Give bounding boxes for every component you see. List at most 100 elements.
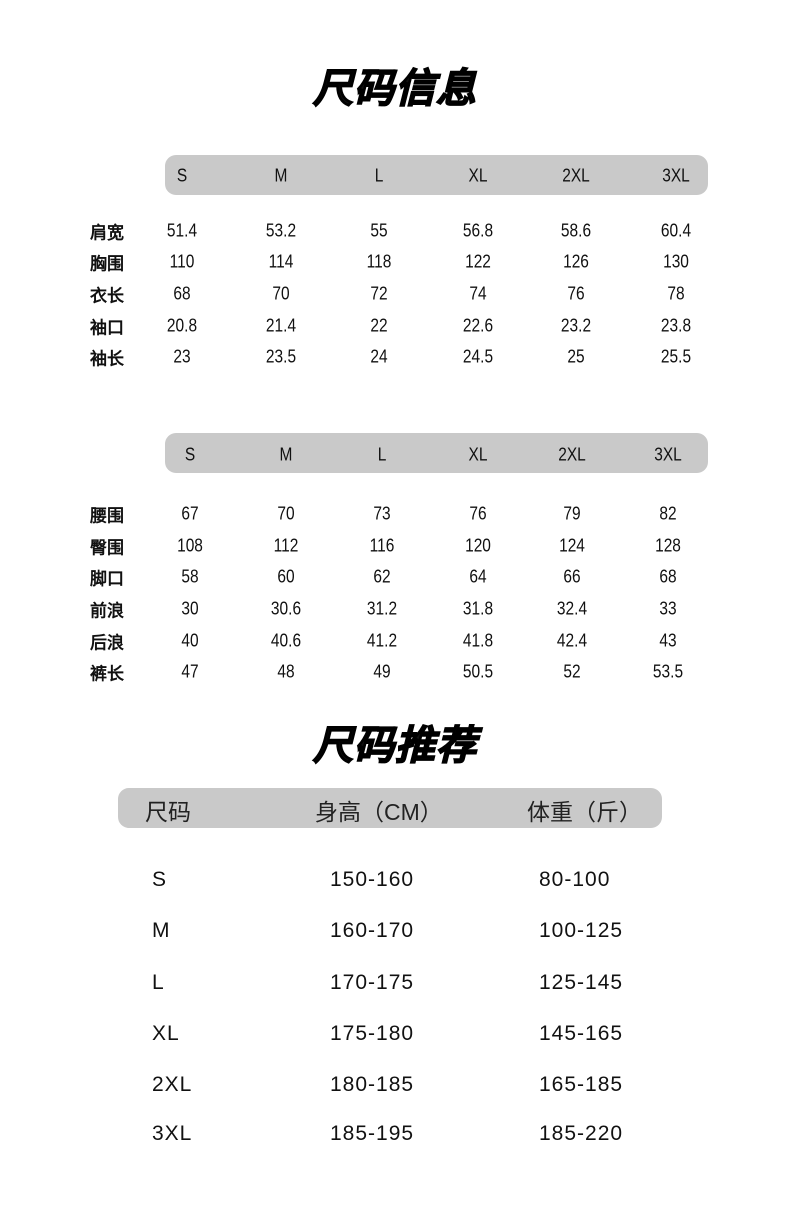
recommendation-cell: 185-195 — [330, 1122, 415, 1145]
recommendation-header-bar — [118, 788, 662, 828]
row-label: 衣长 — [90, 286, 124, 306]
table-cell: 114 — [268, 251, 294, 272]
table-cell: 73 — [373, 503, 391, 524]
row-label: 前浪 — [90, 601, 124, 621]
recommendation-cell: 2XL — [152, 1073, 193, 1096]
size-header: XL — [468, 165, 488, 186]
size-header: S — [184, 444, 196, 465]
table-cell: 31.2 — [366, 598, 398, 619]
table-cell: 41.2 — [366, 630, 398, 651]
table-cell: 40 — [181, 630, 199, 651]
size-header: S — [176, 165, 188, 186]
recommendation-cell: 160-170 — [330, 919, 415, 942]
table-cell: 55 — [370, 220, 388, 241]
size-header: 3XL — [662, 165, 690, 186]
table-cell: 118 — [366, 251, 392, 272]
table-cell: 48 — [277, 661, 295, 682]
table-cell: 52 — [563, 661, 581, 682]
recommendation-header: 尺码 — [145, 799, 191, 825]
size-info-title: 尺码信息 — [312, 66, 477, 112]
table-cell: 110 — [169, 251, 195, 272]
table-cell: 62 — [373, 566, 391, 587]
table-cell: 31.8 — [462, 598, 494, 619]
table-cell: 68 — [173, 283, 191, 304]
table-cell: 40.6 — [270, 630, 302, 651]
table-cell: 23.5 — [265, 346, 297, 367]
table-cell: 64 — [469, 566, 487, 587]
table-cell: 70 — [277, 503, 295, 524]
table-cell: 82 — [659, 503, 677, 524]
row-label: 袖长 — [90, 349, 124, 369]
table-cell: 56.8 — [462, 220, 494, 241]
size-header: M — [279, 444, 293, 465]
recommendation-cell: 185-220 — [539, 1122, 624, 1145]
table-cell: 70 — [272, 283, 290, 304]
table-cell: 67 — [181, 503, 199, 524]
table-cell: 78 — [667, 283, 685, 304]
table-cell: 42.4 — [556, 630, 588, 651]
bottom-table-header-bar — [165, 433, 708, 473]
top-table-header-bar — [165, 155, 708, 195]
recommendation-cell: 180-185 — [330, 1073, 415, 1096]
row-label: 腰围 — [90, 506, 124, 526]
table-cell: 23.2 — [560, 315, 592, 336]
size-header: 2XL — [562, 165, 590, 186]
size-recommendation-title: 尺码推荐 — [312, 723, 477, 769]
size-header: 3XL — [654, 444, 682, 465]
recommendation-cell: 100-125 — [539, 919, 624, 942]
table-cell: 76 — [567, 283, 585, 304]
table-cell: 53.2 — [265, 220, 297, 241]
table-cell: 58 — [181, 566, 199, 587]
size-header: 2XL — [558, 444, 586, 465]
row-label: 脚口 — [90, 569, 124, 589]
table-cell: 58.6 — [560, 220, 592, 241]
row-label: 臀围 — [90, 538, 124, 558]
recommendation-cell: S — [152, 868, 168, 891]
table-cell: 79 — [563, 503, 581, 524]
table-cell: 72 — [370, 283, 388, 304]
row-label: 后浪 — [90, 633, 124, 653]
table-cell: 23.8 — [660, 315, 692, 336]
size-header: M — [274, 165, 288, 186]
row-label: 肩宽 — [90, 223, 124, 243]
recommendation-cell: XL — [152, 1022, 180, 1045]
table-cell: 60 — [277, 566, 295, 587]
row-label: 裤长 — [90, 664, 124, 684]
recommendation-header: 身高（CM） — [315, 799, 443, 825]
table-cell: 24.5 — [462, 346, 494, 367]
table-cell: 68 — [659, 566, 677, 587]
table-cell: 74 — [469, 283, 487, 304]
table-cell: 47 — [181, 661, 199, 682]
table-cell: 122 — [465, 251, 491, 272]
table-cell: 25 — [567, 346, 585, 367]
table-cell: 20.8 — [166, 315, 198, 336]
recommendation-cell: 170-175 — [330, 971, 415, 994]
recommendation-header: 体重（斤） — [527, 799, 642, 825]
table-cell: 130 — [663, 251, 689, 272]
recommendation-cell: 125-145 — [539, 971, 624, 994]
table-cell: 76 — [469, 503, 487, 524]
table-cell: 22.6 — [462, 315, 494, 336]
table-cell: 25.5 — [660, 346, 692, 367]
table-cell: 120 — [465, 535, 491, 556]
table-cell: 112 — [273, 535, 299, 556]
table-cell: 116 — [369, 535, 395, 556]
recommendation-cell: L — [152, 971, 165, 994]
table-cell: 22 — [370, 315, 388, 336]
row-label: 胸围 — [90, 254, 124, 274]
table-cell: 126 — [563, 251, 589, 272]
size-header: L — [377, 444, 387, 465]
recommendation-cell: 145-165 — [539, 1022, 624, 1045]
table-cell: 50.5 — [462, 661, 494, 682]
table-cell: 66 — [563, 566, 581, 587]
table-cell: 33 — [659, 598, 677, 619]
size-header: XL — [468, 444, 488, 465]
table-cell: 60.4 — [660, 220, 692, 241]
table-cell: 24 — [370, 346, 388, 367]
row-label: 袖口 — [90, 318, 124, 338]
table-cell: 30 — [181, 598, 199, 619]
recommendation-cell: 80-100 — [539, 868, 611, 891]
table-cell: 32.4 — [556, 598, 588, 619]
table-cell: 128 — [655, 535, 681, 556]
table-cell: 41.8 — [462, 630, 494, 651]
